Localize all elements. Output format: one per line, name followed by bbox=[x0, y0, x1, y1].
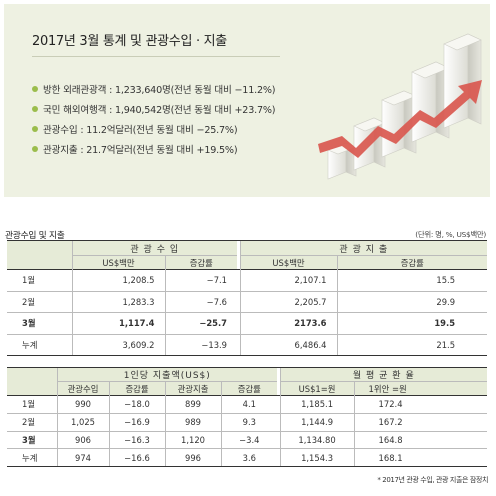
subheader-rate: 증감률 bbox=[336, 255, 488, 270]
table-header-row: 관 광 수 입 관 광 지 출 bbox=[7, 240, 488, 256]
growth-chart-illustration bbox=[318, 33, 482, 180]
subheader-amount: US$백만 bbox=[71, 255, 165, 270]
bullet-item: 관광지출 : 21.7억달러(전년 동월 대비 +19.5%) bbox=[32, 141, 275, 161]
subheader-amount: US$백만 bbox=[239, 255, 338, 270]
table1-title: 관광수입 및 지출 bbox=[5, 231, 65, 241]
header-per-person: 1인당 지출액(US$) bbox=[56, 367, 278, 382]
table-row: 2월 1,025 −16.9 989 9.3 1,144.9 167.2 bbox=[7, 413, 488, 432]
table-row-total: 누계 3,609.2 −13.9 6,486.4 21.5 bbox=[7, 334, 488, 356]
unit-note: (단위: 명, %, US$백만) bbox=[415, 230, 486, 239]
income-expense-table: 관 광 수 입 관 광 지 출 US$백만 증감률 US$백만 증감률 1월 1… bbox=[7, 240, 488, 356]
bar-cube-4 bbox=[411, 61, 450, 143]
subheader-rate: 증감률 bbox=[164, 255, 238, 270]
header-expense: 관 광 지 출 bbox=[239, 240, 488, 256]
table-row-highlight: 3월 1,117.4 −25.7 2173.6 19.5 bbox=[7, 312, 488, 335]
summary-panel: 2017년 3월 통계 및 관광수입 · 지출 방한 외래관광객 : 1,233… bbox=[4, 4, 490, 197]
footnote: * 2017년 관광 수입, 관광 지출은 잠정치 bbox=[377, 476, 488, 484]
header-income: 관 광 수 입 bbox=[71, 240, 238, 256]
header-exchange: 월 평 균 환 율 bbox=[279, 367, 488, 382]
table-row: 2월 1,283.3 −7.6 2,205.7 29.9 bbox=[7, 291, 488, 313]
table-row-highlight: 3월 906 −16.3 1,120 −3.4 1,134.80 164.8 bbox=[7, 431, 488, 450]
bullet-dot-icon bbox=[32, 146, 38, 152]
table-subheader-row: US$백만 증감률 US$백만 증감률 bbox=[7, 255, 488, 270]
summary-title: 2017년 3월 통계 및 관광수입 · 지출 bbox=[32, 34, 227, 49]
table-row: 1월 1,208.5 −7.1 2,107.1 15.5 bbox=[7, 269, 488, 292]
summary-bullet-list: 방한 외래관광객 : 1,233,640명(전년 동월 대비 −11.2%) 국… bbox=[32, 81, 276, 161]
bullet-item: 방한 외래관광객 : 1,233,640명(전년 동월 대비 −11.2%) bbox=[32, 81, 276, 101]
summary-divider bbox=[32, 56, 280, 57]
table-header-row: 1인당 지출액(US$) 월 평 균 환 율 bbox=[7, 367, 488, 382]
bullet-item: 관광수입 : 11.2억달러(전년 동월 대비 −25.7%) bbox=[32, 121, 275, 141]
bullet-item: 국민 해외여행객 : 1,940,542명(전년 동월 대비 +23.7%) bbox=[32, 101, 276, 121]
bullet-dot-icon bbox=[32, 106, 38, 112]
bullet-dot-icon bbox=[32, 86, 38, 92]
table-row: 1월 990 −18.0 899 4.1 1,185.1 172.4 bbox=[7, 395, 488, 414]
bar-cube-1 bbox=[327, 142, 357, 180]
table-row-total: 누계 974 −16.6 996 3.6 1,154.3 168.1 bbox=[7, 448, 488, 468]
per-person-exchange-table: 1인당 지출액(US$) 월 평 균 환 율 관광수입 증감률 관광지출 증감률… bbox=[7, 367, 488, 468]
table-subheader-row: 관광수입 증감률 관광지출 증감률 US$1=원 1위안 =원 bbox=[7, 381, 488, 396]
rising-arrow-icon bbox=[318, 80, 482, 158]
bullet-dot-icon bbox=[32, 126, 38, 132]
